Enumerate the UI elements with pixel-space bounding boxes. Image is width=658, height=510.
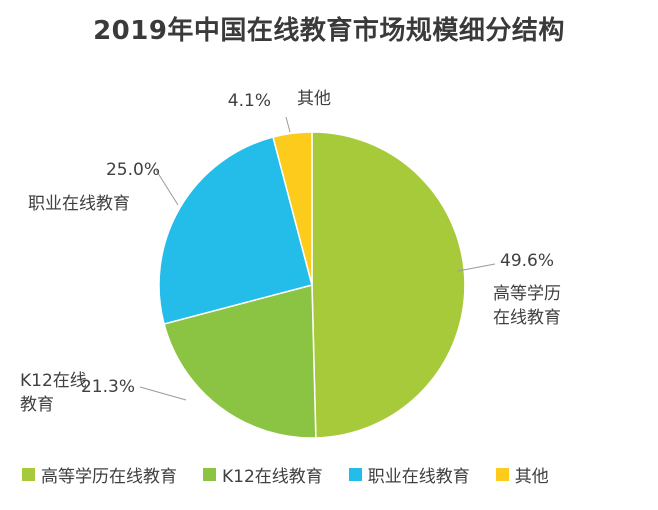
pie-slice bbox=[158, 136, 313, 325]
pie-slice bbox=[311, 131, 466, 439]
legend-label: 职业在线教育 bbox=[367, 467, 470, 487]
chart-title: 2019年中国在线教育市场规模细分结构 bbox=[93, 16, 565, 46]
pie-slice bbox=[163, 284, 317, 439]
leader-line bbox=[457, 263, 496, 272]
data-label-percent: 25.0% bbox=[106, 160, 160, 180]
legend-label: K12在线教育 bbox=[222, 467, 323, 487]
leader-line bbox=[139, 386, 187, 401]
data-label-category: 高等学历 bbox=[493, 284, 561, 304]
data-label-category: K12在线 bbox=[20, 371, 87, 391]
legend: 高等学历在线教育 K12在线教育 职业在线教育 其他 bbox=[22, 462, 549, 487]
data-label-category: 其他 bbox=[297, 89, 331, 109]
data-label-percent: 4.1% bbox=[228, 91, 271, 111]
legend-swatch bbox=[203, 468, 216, 481]
data-label-percent: 21.3% bbox=[81, 377, 135, 397]
legend-swatch bbox=[22, 468, 35, 481]
legend-item-other: 其他 bbox=[495, 462, 549, 487]
data-label-percent: 49.6% bbox=[500, 251, 554, 271]
data-label-category: 在线教育 bbox=[493, 308, 561, 328]
legend-label: 其他 bbox=[514, 467, 549, 487]
data-label-category: 教育 bbox=[20, 395, 54, 415]
legend-swatch bbox=[348, 468, 362, 481]
legend-item-k12: K12在线教育 bbox=[203, 462, 323, 487]
pie-slice bbox=[272, 131, 313, 286]
leader-line bbox=[155, 169, 179, 206]
legend-item-higher-education: 高等学历在线教育 bbox=[22, 462, 177, 487]
leader-line bbox=[285, 116, 291, 133]
data-label-category: 职业在线教育 bbox=[28, 194, 130, 214]
legend-swatch bbox=[495, 468, 509, 481]
legend-item-vocational: 职业在线教育 bbox=[348, 462, 470, 487]
legend-label: 高等学历在线教育 bbox=[41, 467, 177, 487]
